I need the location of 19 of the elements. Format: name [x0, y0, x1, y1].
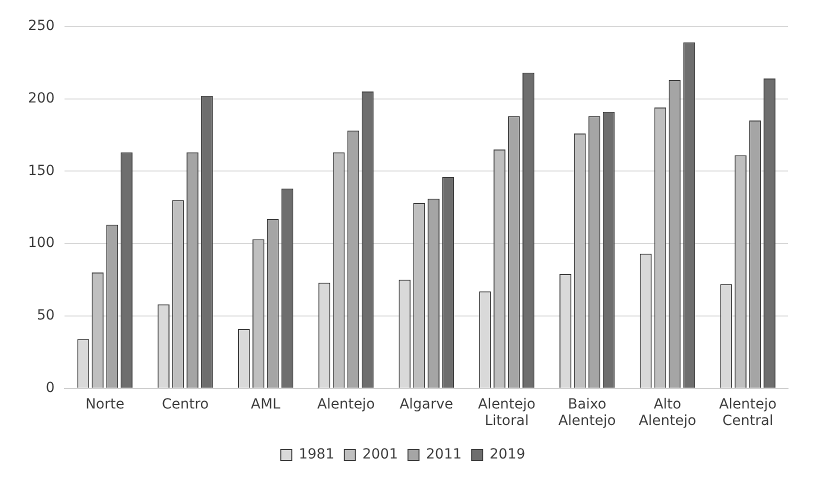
- x-tick-label: Centro: [162, 396, 209, 412]
- y-tick-label: 200: [28, 90, 55, 106]
- x-tick-label: Baixo Alentejo: [558, 396, 616, 430]
- y-tick-label: 50: [36, 308, 55, 324]
- legend-label: 2011: [426, 446, 462, 463]
- x-tick-label: Alentejo: [317, 396, 375, 412]
- x-tick-label: Norte: [85, 396, 124, 412]
- x-tick-label: Alto Alentejo: [638, 396, 696, 430]
- y-tick-label: 250: [28, 18, 55, 34]
- y-tick-label: 150: [28, 162, 55, 179]
- legend-label: 2019: [490, 446, 526, 463]
- x-tick-label: Alentejo Central: [719, 396, 777, 430]
- x-tick-label: AML: [250, 396, 281, 412]
- x-tick-label: Algarve: [400, 396, 454, 412]
- y-tick-label: 0: [46, 380, 55, 396]
- legend-label: 1981: [298, 446, 334, 463]
- y-tick-label: 100: [28, 235, 55, 252]
- x-tick-label: Alentejo Litoral: [478, 396, 536, 430]
- legend-label: 2001: [362, 446, 398, 463]
